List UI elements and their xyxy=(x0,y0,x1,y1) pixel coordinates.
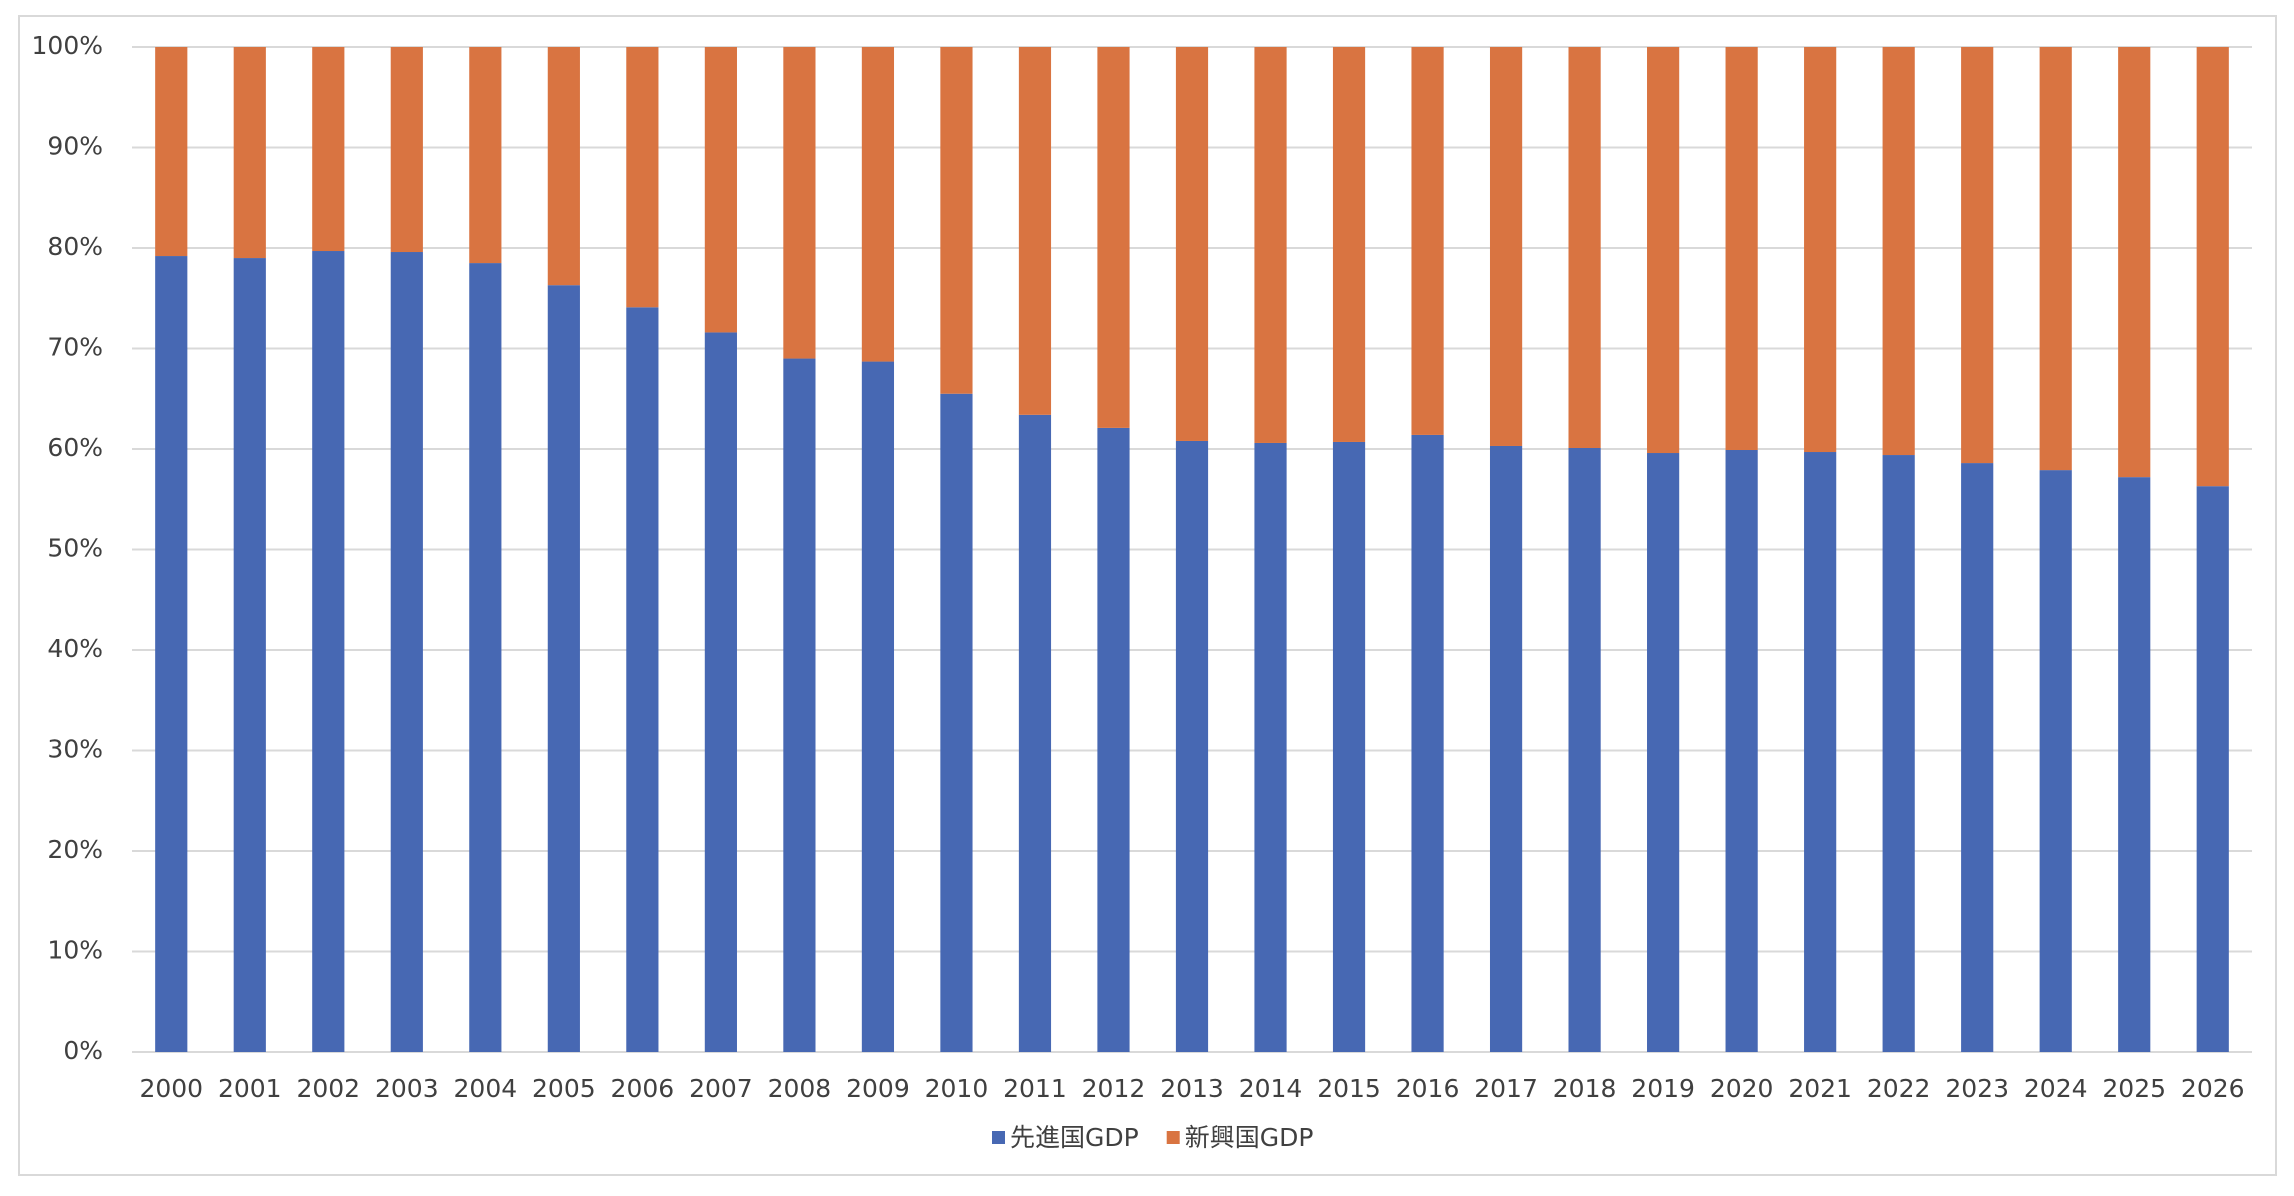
bar-segment xyxy=(1175,440,1209,1053)
x-tick-label: 2004 xyxy=(454,1074,518,1103)
x-tick-label: 2015 xyxy=(1317,1074,1381,1103)
bar-segment xyxy=(547,285,580,1052)
x-tick-label: 2006 xyxy=(611,1074,675,1103)
bar-segment xyxy=(1489,445,1523,1052)
y-tick-label: 30% xyxy=(47,735,103,764)
bar-segment xyxy=(1647,453,1680,1052)
x-tick-label: 2008 xyxy=(768,1074,832,1103)
legend-swatch xyxy=(1166,1131,1180,1144)
x-tick-label: 2016 xyxy=(1396,1074,1460,1103)
bar-segment xyxy=(312,47,345,252)
bar-segment xyxy=(704,332,737,1052)
y-tick-label: 20% xyxy=(47,835,103,864)
y-tick-label: 70% xyxy=(47,333,103,362)
bar-segment xyxy=(155,256,188,1052)
bar-segment xyxy=(155,47,188,257)
legend-label: 新興国GDP xyxy=(1185,1123,1314,1152)
bar-segment xyxy=(2196,486,2229,1052)
bar-segment xyxy=(1489,47,1523,446)
y-tick-label: 90% xyxy=(47,132,103,161)
chart-frame xyxy=(18,15,2277,1176)
bar-segment xyxy=(469,47,502,264)
x-tick-label: 2014 xyxy=(1239,1074,1303,1103)
y-tick-label: 100% xyxy=(32,31,103,60)
bar-segment xyxy=(2039,47,2072,471)
bar-segment xyxy=(1804,452,1837,1052)
bar-segment xyxy=(1254,442,1287,1053)
x-tick-label: 2017 xyxy=(1474,1074,1538,1103)
bar-segment xyxy=(1411,434,1444,1052)
x-tick-label: 2009 xyxy=(846,1074,910,1103)
x-tick-label: 2012 xyxy=(1082,1074,1146,1103)
bar-segment xyxy=(940,47,973,394)
y-tick-label: 0% xyxy=(63,1036,103,1065)
x-tick-label: 2005 xyxy=(532,1074,596,1103)
bar-segment xyxy=(1568,447,1601,1052)
bar-segment xyxy=(783,47,816,359)
x-tick-label: 2013 xyxy=(1160,1074,1224,1103)
bar-segment xyxy=(1725,450,1758,1052)
x-tick-label: 2011 xyxy=(1003,1074,1067,1103)
bar-segment xyxy=(1254,47,1287,443)
bar-segment xyxy=(1961,47,1994,464)
bar-segment xyxy=(2118,477,2151,1052)
x-tick-label: 2023 xyxy=(1945,1074,2009,1103)
bar-segment xyxy=(547,47,580,286)
bar-segment xyxy=(626,47,659,308)
bar-segment xyxy=(1097,47,1130,428)
bar-segment xyxy=(1882,47,1915,456)
bar-segment xyxy=(233,47,266,259)
legend-label: 先進国GDP xyxy=(1010,1123,1139,1152)
x-tick-label: 2018 xyxy=(1553,1074,1617,1103)
bar-segment xyxy=(861,361,895,1052)
bar-segment xyxy=(1725,47,1758,451)
x-tick-label: 2001 xyxy=(218,1074,282,1103)
bar-segment xyxy=(1018,47,1052,415)
bar-segment xyxy=(312,251,345,1052)
bar-segment xyxy=(1411,47,1444,435)
bar-segment xyxy=(1332,441,1366,1053)
y-tick-label: 50% xyxy=(47,534,103,563)
y-tick-label: 10% xyxy=(47,936,103,965)
bar-segment xyxy=(861,47,895,362)
y-tick-label: 60% xyxy=(47,433,103,462)
x-tick-label: 2003 xyxy=(375,1074,439,1103)
bar-segment xyxy=(233,258,266,1052)
x-tick-label: 2007 xyxy=(689,1074,753,1103)
bar-segment xyxy=(940,393,973,1053)
bar-segment xyxy=(1882,455,1915,1052)
y-tick-label: 80% xyxy=(47,232,103,261)
bar-segment xyxy=(626,307,659,1052)
bar-segment xyxy=(1175,47,1209,441)
bar-segment xyxy=(2039,470,2072,1053)
bar-segment xyxy=(2196,47,2229,487)
bar-segment xyxy=(1961,463,1994,1052)
x-tick-label: 2026 xyxy=(2181,1074,2245,1103)
bar-segment xyxy=(1018,414,1052,1053)
bar-segment xyxy=(1568,47,1601,448)
bar-segment xyxy=(1097,427,1130,1052)
x-tick-label: 2000 xyxy=(139,1074,203,1103)
x-tick-label: 2020 xyxy=(1710,1074,1774,1103)
bar-segment xyxy=(1647,47,1680,454)
x-tick-label: 2021 xyxy=(1788,1074,1852,1103)
bar-segment xyxy=(390,252,423,1052)
bar-segment xyxy=(783,358,816,1052)
bar-segment xyxy=(469,263,502,1052)
bar-segment xyxy=(2118,47,2151,478)
x-tick-label: 2002 xyxy=(296,1074,360,1103)
bar-segment xyxy=(1804,47,1837,453)
x-tick-label: 2025 xyxy=(2102,1074,2166,1103)
bar-segment xyxy=(390,47,423,253)
bar-segment xyxy=(704,47,737,333)
x-tick-label: 2022 xyxy=(1867,1074,1931,1103)
x-tick-label: 2010 xyxy=(925,1074,989,1103)
bar-segment xyxy=(1332,47,1366,442)
x-tick-label: 2019 xyxy=(1631,1074,1695,1103)
legend-swatch xyxy=(992,1131,1005,1144)
x-tick-label: 2024 xyxy=(2024,1074,2088,1103)
y-tick-label: 40% xyxy=(47,634,103,663)
